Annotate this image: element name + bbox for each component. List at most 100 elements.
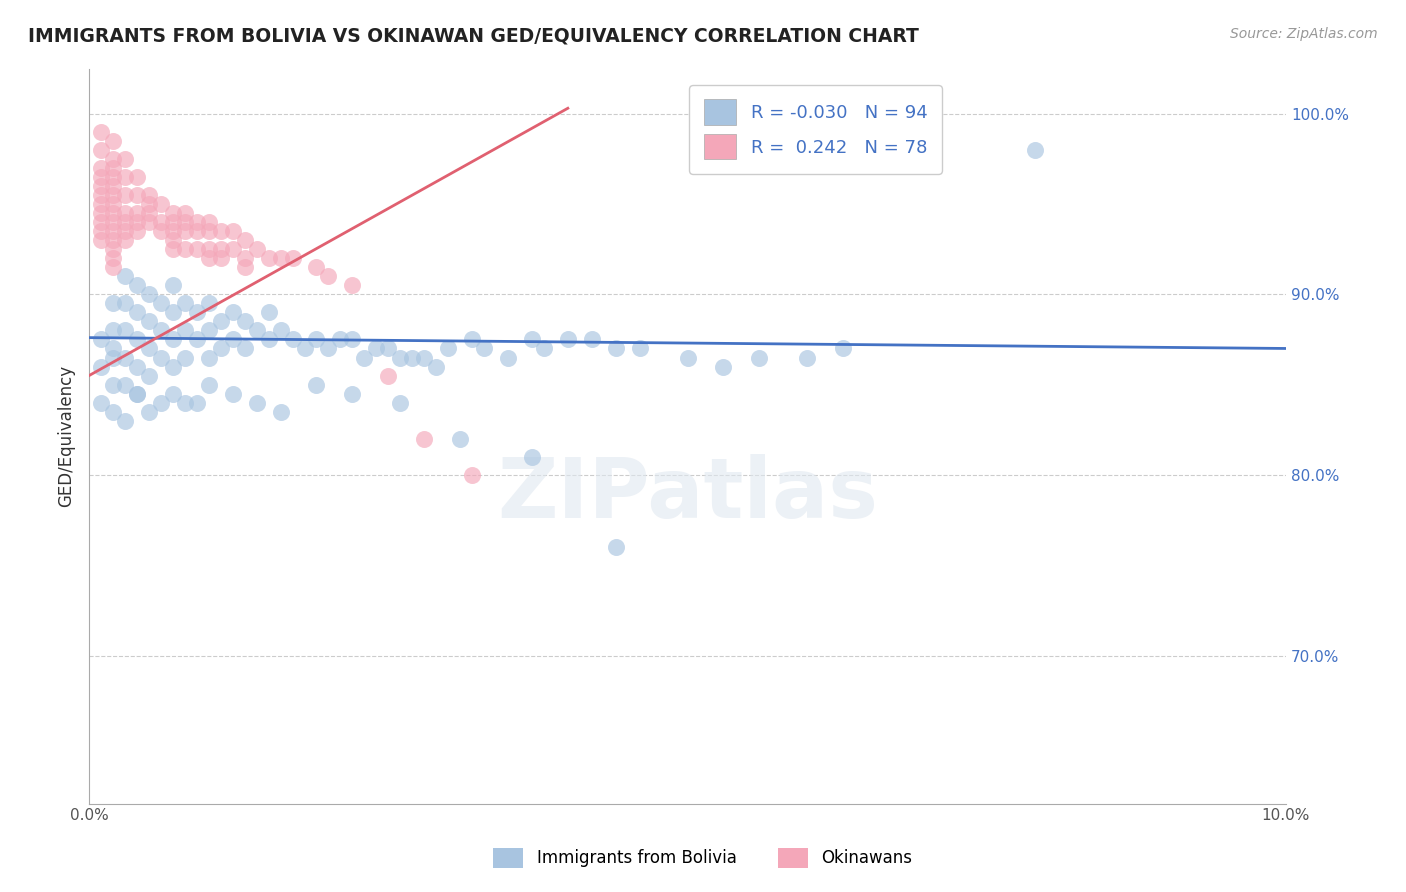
Point	[101, 233, 124, 247]
Point	[461, 467, 484, 482]
Point	[114, 215, 136, 229]
Point	[149, 351, 172, 365]
Point	[125, 386, 148, 401]
Point	[101, 161, 124, 175]
Point	[125, 305, 148, 319]
Point	[101, 342, 124, 356]
Point	[246, 395, 269, 409]
Point	[496, 351, 519, 365]
Point	[138, 342, 160, 356]
Point	[305, 333, 328, 347]
Point	[125, 386, 148, 401]
Point	[101, 251, 124, 265]
Text: IMMIGRANTS FROM BOLIVIA VS OKINAWAN GED/EQUIVALENCY CORRELATION CHART: IMMIGRANTS FROM BOLIVIA VS OKINAWAN GED/…	[28, 27, 920, 45]
Point	[581, 333, 603, 347]
Point	[90, 359, 112, 374]
Point	[281, 333, 304, 347]
Point	[318, 342, 340, 356]
Y-axis label: GED/Equivalency: GED/Equivalency	[58, 365, 75, 508]
Point	[270, 405, 292, 419]
Point	[90, 215, 112, 229]
Point	[389, 395, 412, 409]
Point	[437, 342, 460, 356]
Point	[257, 305, 280, 319]
Point	[149, 395, 172, 409]
Point	[149, 296, 172, 310]
Point	[90, 333, 112, 347]
Point	[138, 215, 160, 229]
Point	[257, 333, 280, 347]
Point	[125, 188, 148, 202]
Point	[101, 242, 124, 256]
Point	[162, 215, 184, 229]
Point	[628, 342, 651, 356]
Point	[173, 224, 195, 238]
Point	[401, 351, 423, 365]
Point	[138, 368, 160, 383]
Point	[233, 314, 256, 328]
Point	[461, 333, 484, 347]
Point	[197, 242, 219, 256]
Point	[114, 188, 136, 202]
Point	[101, 323, 124, 337]
Point	[197, 351, 219, 365]
Point	[114, 152, 136, 166]
Point	[90, 161, 112, 175]
Point	[114, 206, 136, 220]
Point	[222, 305, 245, 319]
Point	[149, 197, 172, 211]
Point	[222, 333, 245, 347]
Point	[101, 351, 124, 365]
Point	[329, 333, 352, 347]
Point	[162, 333, 184, 347]
Point	[138, 405, 160, 419]
Point	[389, 351, 412, 365]
Point	[676, 351, 699, 365]
Point	[197, 323, 219, 337]
Point	[342, 333, 364, 347]
Point	[294, 342, 316, 356]
Point	[173, 296, 195, 310]
Point	[90, 188, 112, 202]
Point	[605, 342, 627, 356]
Point	[605, 540, 627, 554]
Point	[197, 377, 219, 392]
Point	[209, 342, 232, 356]
Point	[197, 251, 219, 265]
Point	[90, 125, 112, 139]
Point	[186, 333, 208, 347]
Point	[162, 206, 184, 220]
Point	[342, 278, 364, 293]
Point	[90, 169, 112, 184]
Point	[149, 215, 172, 229]
Point	[114, 169, 136, 184]
Point	[246, 323, 269, 337]
Point	[173, 206, 195, 220]
Point	[101, 197, 124, 211]
Point	[162, 233, 184, 247]
Point	[90, 206, 112, 220]
Text: Source: ZipAtlas.com: Source: ZipAtlas.com	[1230, 27, 1378, 41]
Point	[138, 287, 160, 301]
Point	[246, 242, 269, 256]
Point	[353, 351, 375, 365]
Point	[377, 342, 399, 356]
Point	[305, 377, 328, 392]
Point	[186, 215, 208, 229]
Point	[125, 333, 148, 347]
Point	[101, 152, 124, 166]
Point	[186, 305, 208, 319]
Point	[138, 197, 160, 211]
Point	[472, 342, 495, 356]
Point	[233, 233, 256, 247]
Legend: Immigrants from Bolivia, Okinawans: Immigrants from Bolivia, Okinawans	[486, 841, 920, 875]
Point	[197, 224, 219, 238]
Point	[101, 206, 124, 220]
Point	[186, 242, 208, 256]
Point	[173, 215, 195, 229]
Point	[173, 351, 195, 365]
Point	[520, 450, 543, 464]
Point	[114, 351, 136, 365]
Point	[162, 305, 184, 319]
Point	[114, 323, 136, 337]
